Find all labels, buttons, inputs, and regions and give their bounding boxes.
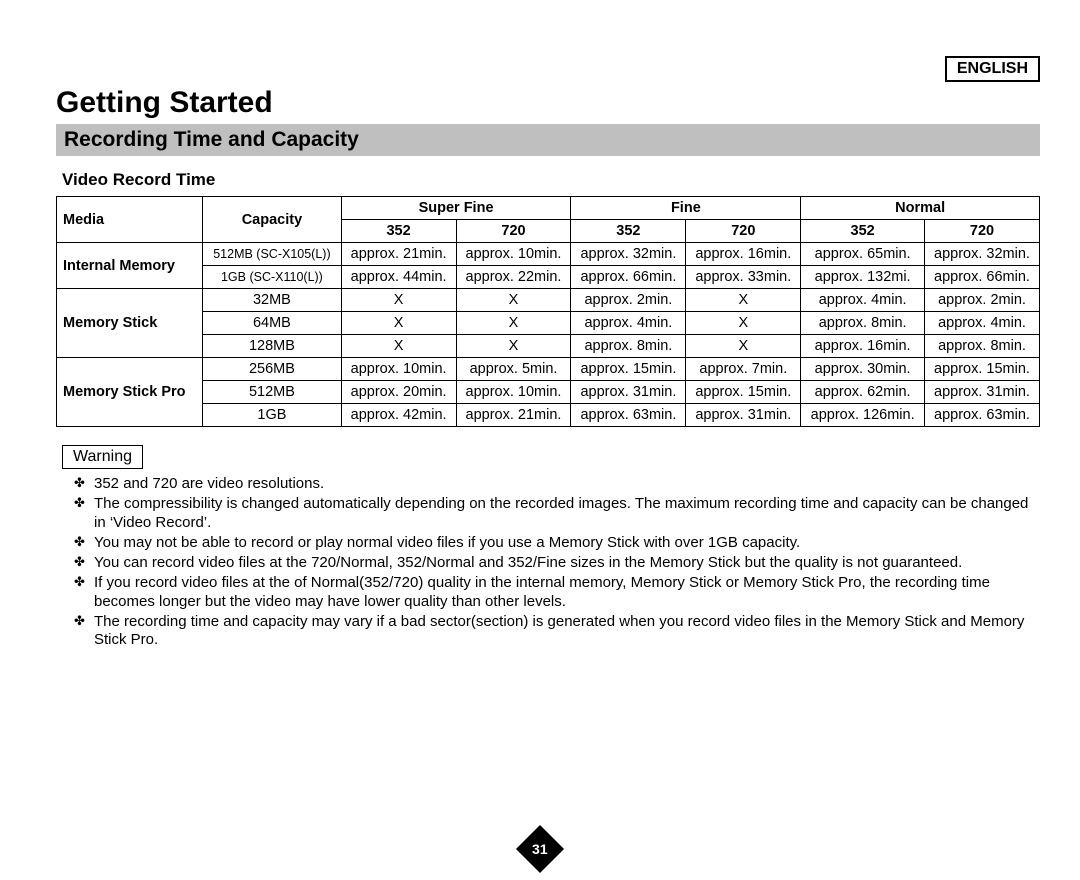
data-cell: approx. 31min. <box>571 381 686 404</box>
table-row: 512MBapprox. 20min.approx. 10min.approx.… <box>57 381 1040 404</box>
data-cell: approx. 132mi. <box>801 266 925 289</box>
table-row: Internal Memory512MB (SC-X105(L))approx.… <box>57 243 1040 266</box>
data-cell: approx. 42min. <box>341 404 456 427</box>
col-fine: Fine <box>571 197 801 220</box>
data-cell: approx. 20min. <box>341 381 456 404</box>
data-cell: approx. 10min. <box>456 243 571 266</box>
data-cell: approx. 8min. <box>925 335 1040 358</box>
data-cell: approx. 4min. <box>801 289 925 312</box>
note-item: The compressibility is changed automatic… <box>74 495 1040 532</box>
capacity-cell: 128MB <box>203 335 341 358</box>
page-number: 31 <box>532 841 548 857</box>
data-cell: approx. 4min. <box>571 312 686 335</box>
data-cell: X <box>686 335 801 358</box>
data-cell: approx. 31min. <box>686 404 801 427</box>
notes-list: 352 and 720 are video resolutions. The co… <box>74 475 1040 650</box>
data-cell: approx. 30min. <box>801 358 925 381</box>
data-cell: approx. 21min. <box>456 404 571 427</box>
data-cell: approx. 32min. <box>571 243 686 266</box>
data-cell: approx. 4min. <box>925 312 1040 335</box>
section-bar: Recording Time and Capacity <box>56 124 1040 156</box>
data-cell: approx. 15min. <box>686 381 801 404</box>
col-normal: Normal <box>801 197 1040 220</box>
col-resolution: 720 <box>925 220 1040 243</box>
col-resolution: 352 <box>571 220 686 243</box>
media-cell: Memory Stick <box>57 289 203 358</box>
col-capacity: Capacity <box>203 197 341 243</box>
data-cell: approx. 32min. <box>925 243 1040 266</box>
data-cell: approx. 15min. <box>925 358 1040 381</box>
data-cell: approx. 10min. <box>456 381 571 404</box>
data-cell: approx. 66min. <box>925 266 1040 289</box>
data-cell: approx. 16min. <box>801 335 925 358</box>
language-badge: ENGLISH <box>945 56 1040 82</box>
data-cell: approx. 16min. <box>686 243 801 266</box>
capacity-cell: 256MB <box>203 358 341 381</box>
data-cell: X <box>341 335 456 358</box>
table-row: 128MBXXapprox. 8min.Xapprox. 16min.appro… <box>57 335 1040 358</box>
data-cell: approx. 7min. <box>686 358 801 381</box>
col-media: Media <box>57 197 203 243</box>
data-cell: approx. 2min. <box>571 289 686 312</box>
data-cell: approx. 21min. <box>341 243 456 266</box>
data-cell: approx. 10min. <box>341 358 456 381</box>
table-row: 1GBapprox. 42min.approx. 21min.approx. 6… <box>57 404 1040 427</box>
table-row: Memory Stick32MBXXapprox. 2min.Xapprox. … <box>57 289 1040 312</box>
data-cell: X <box>456 289 571 312</box>
data-cell: approx. 22min. <box>456 266 571 289</box>
data-cell: approx. 2min. <box>925 289 1040 312</box>
record-time-table: Media Capacity Super Fine Fine Normal 35… <box>56 196 1040 427</box>
capacity-cell: 512MB (SC-X105(L)) <box>203 243 341 266</box>
capacity-cell: 1GB (SC-X110(L)) <box>203 266 341 289</box>
data-cell: X <box>686 312 801 335</box>
note-item: 352 and 720 are video resolutions. <box>74 475 1040 493</box>
col-superfine: Super Fine <box>341 197 571 220</box>
data-cell: approx. 65min. <box>801 243 925 266</box>
page-content: Getting Started Recording Time and Capac… <box>56 86 1040 652</box>
note-item: You can record video files at the 720/No… <box>74 554 1040 572</box>
data-cell: X <box>341 312 456 335</box>
table-row: Memory Stick Pro256MBapprox. 10min.appro… <box>57 358 1040 381</box>
data-cell: approx. 15min. <box>571 358 686 381</box>
note-item: If you record video files at the of Norm… <box>74 574 1040 611</box>
data-cell: approx. 62min. <box>801 381 925 404</box>
capacity-cell: 512MB <box>203 381 341 404</box>
col-resolution: 720 <box>456 220 571 243</box>
data-cell: approx. 63min. <box>571 404 686 427</box>
table-row: 1GB (SC-X110(L))approx. 44min.approx. 22… <box>57 266 1040 289</box>
data-cell: approx. 8min. <box>571 335 686 358</box>
media-cell: Memory Stick Pro <box>57 358 203 427</box>
table-row: 64MBXXapprox. 4min.Xapprox. 8min.approx.… <box>57 312 1040 335</box>
data-cell: X <box>456 312 571 335</box>
data-cell: approx. 126min. <box>801 404 925 427</box>
data-cell: approx. 66min. <box>571 266 686 289</box>
col-resolution: 352 <box>341 220 456 243</box>
data-cell: approx. 44min. <box>341 266 456 289</box>
capacity-cell: 1GB <box>203 404 341 427</box>
col-resolution: 352 <box>801 220 925 243</box>
data-cell: approx. 8min. <box>801 312 925 335</box>
media-cell: Internal Memory <box>57 243 203 289</box>
capacity-cell: 32MB <box>203 289 341 312</box>
subsection-title: Video Record Time <box>62 170 1040 190</box>
data-cell: approx. 5min. <box>456 358 571 381</box>
data-cell: X <box>686 289 801 312</box>
data-cell: approx. 33min. <box>686 266 801 289</box>
note-item: The recording time and capacity may vary… <box>74 613 1040 650</box>
data-cell: approx. 63min. <box>925 404 1040 427</box>
capacity-cell: 64MB <box>203 312 341 335</box>
col-resolution: 720 <box>686 220 801 243</box>
note-item: You may not be able to record or play no… <box>74 534 1040 552</box>
page-title: Getting Started <box>56 86 1040 120</box>
data-cell: X <box>456 335 571 358</box>
data-cell: approx. 31min. <box>925 381 1040 404</box>
warning-label: Warning <box>62 445 143 469</box>
data-cell: X <box>341 289 456 312</box>
